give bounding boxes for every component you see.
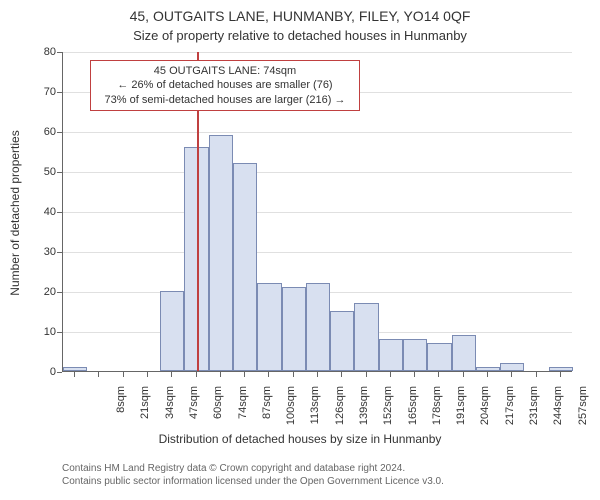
histogram-bar (403, 339, 427, 371)
histogram-bar (500, 363, 524, 371)
x-tick-mark (536, 372, 537, 377)
chart-subtitle: Size of property relative to detached ho… (0, 28, 600, 43)
y-axis-label: Number of detached properties (8, 123, 22, 303)
grid-line (63, 52, 572, 53)
x-tick-label: 60sqm (212, 386, 224, 436)
x-tick-mark (414, 372, 415, 377)
y-tick-label: 50 (32, 166, 56, 178)
histogram-bar (306, 283, 330, 371)
annotation-line1: 45 OUTGAITS LANE: 74sqm (97, 64, 353, 78)
histogram-bar (282, 287, 306, 371)
y-tick-label: 30 (32, 246, 56, 258)
x-tick-label: 139sqm (358, 386, 370, 436)
x-tick-mark (268, 372, 269, 377)
y-tick-mark (57, 132, 62, 133)
histogram-bar (354, 303, 378, 371)
histogram-bar (209, 135, 233, 371)
y-tick-label: 80 (32, 46, 56, 58)
x-tick-mark (171, 372, 172, 377)
histogram-bar (476, 367, 500, 371)
y-tick-mark (57, 92, 62, 93)
y-tick-mark (57, 52, 62, 53)
x-tick-mark (560, 372, 561, 377)
footer-line2: Contains public sector information licen… (62, 475, 444, 488)
footer-text: Contains HM Land Registry data © Crown c… (62, 462, 444, 488)
annotation-line2: ← 26% of detached houses are smaller (76… (97, 78, 353, 92)
y-tick-mark (57, 252, 62, 253)
x-tick-mark (244, 372, 245, 377)
y-tick-mark (57, 292, 62, 293)
grid-line (63, 132, 572, 133)
x-tick-mark (220, 372, 221, 377)
x-tick-label: 47sqm (188, 386, 200, 436)
footer-line1: Contains HM Land Registry data © Crown c… (62, 462, 444, 475)
x-tick-mark (463, 372, 464, 377)
y-tick-label: 70 (32, 86, 56, 98)
x-tick-label: 74sqm (237, 386, 249, 436)
x-tick-label: 152sqm (382, 386, 394, 436)
x-tick-label: 100sqm (285, 386, 297, 436)
chart-container: 45, OUTGAITS LANE, HUNMANBY, FILEY, YO14… (0, 0, 600, 500)
x-tick-label: 191sqm (455, 386, 467, 436)
x-tick-mark (317, 372, 318, 377)
x-tick-label: 8sqm (115, 386, 127, 436)
y-tick-label: 60 (32, 126, 56, 138)
x-tick-label: 178sqm (431, 386, 443, 436)
x-tick-label: 87sqm (261, 386, 273, 436)
histogram-bar (330, 311, 354, 371)
y-tick-mark (57, 212, 62, 213)
x-tick-mark (293, 372, 294, 377)
x-tick-mark (196, 372, 197, 377)
x-tick-mark (147, 372, 148, 377)
annotation-line3: 73% of semi-detached houses are larger (… (97, 93, 353, 107)
y-tick-label: 0 (32, 366, 56, 378)
x-tick-mark (341, 372, 342, 377)
histogram-bar (233, 163, 257, 371)
x-tick-label: 217sqm (504, 386, 516, 436)
x-tick-mark (123, 372, 124, 377)
x-tick-label: 204sqm (479, 386, 491, 436)
grid-line (63, 252, 572, 253)
x-tick-label: 165sqm (407, 386, 419, 436)
grid-line (63, 172, 572, 173)
x-tick-mark (390, 372, 391, 377)
x-tick-mark (511, 372, 512, 377)
x-tick-mark (438, 372, 439, 377)
y-tick-mark (57, 372, 62, 373)
x-tick-label: 231sqm (528, 386, 540, 436)
x-tick-label: 257sqm (577, 386, 589, 436)
histogram-bar (379, 339, 403, 371)
histogram-bar (452, 335, 476, 371)
chart-title: 45, OUTGAITS LANE, HUNMANBY, FILEY, YO14… (0, 8, 600, 24)
histogram-bar (549, 367, 573, 371)
x-tick-mark (98, 372, 99, 377)
y-tick-label: 40 (32, 206, 56, 218)
histogram-bar (160, 291, 184, 371)
histogram-bar (257, 283, 281, 371)
x-tick-label: 244sqm (552, 386, 564, 436)
annotation-box: 45 OUTGAITS LANE: 74sqm ← 26% of detache… (90, 60, 360, 111)
x-tick-mark (74, 372, 75, 377)
y-tick-label: 20 (32, 286, 56, 298)
x-tick-label: 126sqm (334, 386, 346, 436)
x-tick-mark (366, 372, 367, 377)
x-tick-label: 113sqm (309, 386, 321, 436)
y-tick-mark (57, 332, 62, 333)
histogram-bar (427, 343, 451, 371)
histogram-bar (63, 367, 87, 371)
x-tick-mark (487, 372, 488, 377)
x-tick-label: 34sqm (164, 386, 176, 436)
grid-line (63, 212, 572, 213)
y-tick-mark (57, 172, 62, 173)
x-tick-label: 21sqm (139, 386, 151, 436)
y-tick-label: 10 (32, 326, 56, 338)
